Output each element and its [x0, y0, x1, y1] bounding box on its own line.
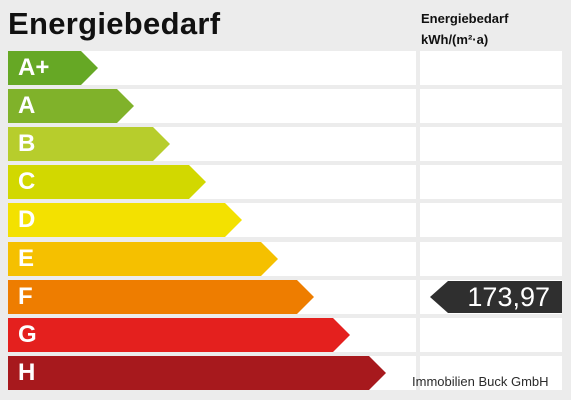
energy-class-label: G [18, 321, 37, 348]
value-cell [420, 242, 562, 276]
unit-header: Energiebedarf kWh/(m²·a) [421, 8, 508, 50]
energy-class-label: C [18, 168, 36, 195]
energy-class-arrow: F [8, 280, 314, 314]
energy-class-label: H [18, 359, 36, 386]
energy-class-arrow: A+ [8, 51, 98, 85]
energy-class-label: A [18, 92, 36, 119]
value-cell [420, 203, 562, 237]
value-cell [420, 89, 562, 123]
energy-class-arrow: C [8, 165, 206, 199]
energy-row-d: D [8, 203, 416, 237]
value-cell [420, 318, 562, 352]
unit-header-line1: Energiebedarf [421, 11, 509, 26]
energy-class-arrow: E [8, 242, 278, 276]
energy-class-label: D [18, 206, 36, 233]
value-cell [420, 51, 562, 85]
energy-row-a-plus: A+ [8, 51, 416, 85]
value-indicator: 173,97 [430, 281, 562, 313]
value-cell [420, 127, 562, 161]
energy-row-f: F [8, 280, 416, 314]
value-indicator-label: 173,97 [467, 282, 550, 312]
unit-header-line2: kWh/(m²·a) [421, 32, 489, 47]
energy-class-label: E [18, 245, 35, 272]
value-cell [420, 356, 562, 390]
energy-class-arrow: A [8, 89, 134, 123]
energy-row-a: A [8, 89, 416, 123]
energy-class-arrow: D [8, 203, 242, 237]
energy-row-g: G [8, 318, 416, 352]
energy-class-label: B [18, 130, 36, 157]
energy-class-arrow: G [8, 318, 350, 352]
energy-row-c: C [8, 165, 416, 199]
energy-class-label: F [18, 283, 33, 310]
energy-row-h: H [8, 356, 416, 390]
energy-row-e: E [8, 242, 416, 276]
energy-class-arrow: B [8, 127, 170, 161]
energy-class-arrow: H [8, 356, 386, 390]
page-title: Energiebedarf [8, 6, 221, 41]
watermark: Immobilien Buck GmbH [412, 374, 549, 389]
energy-row-b: B [8, 127, 416, 161]
energy-class-label: A+ [18, 54, 50, 81]
value-cell [420, 165, 562, 199]
